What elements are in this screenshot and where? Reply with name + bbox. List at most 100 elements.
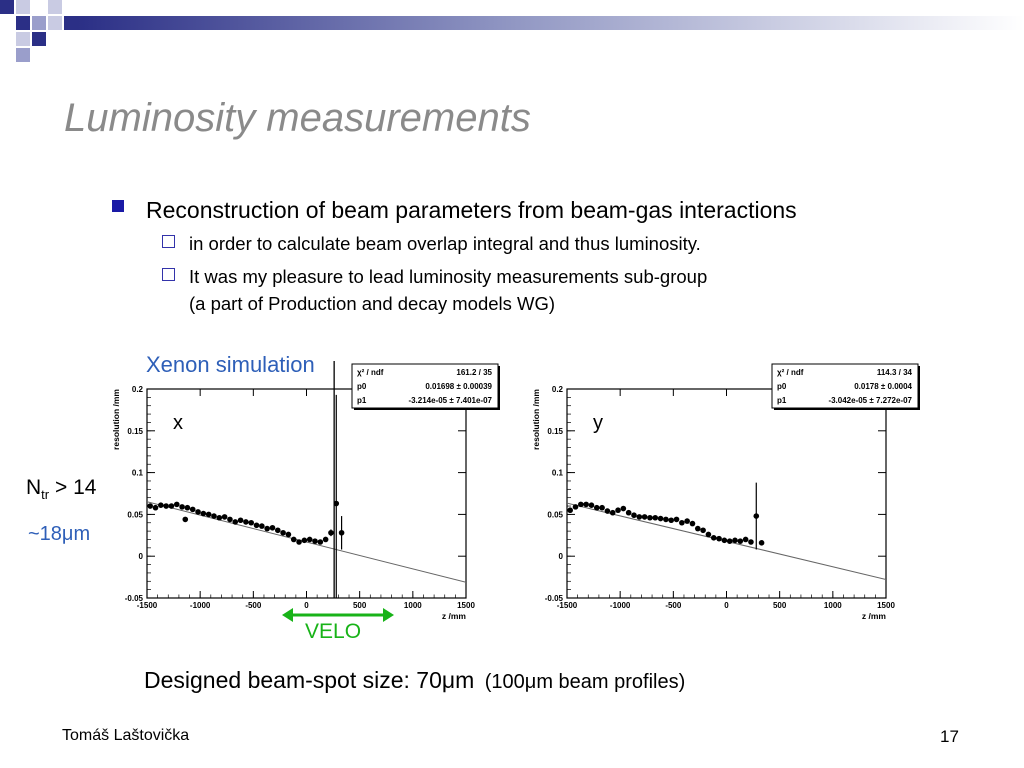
data-point [290,536,297,543]
beam-spot-note: Designed beam-spot size: 70μm (100μm bea… [144,667,685,694]
data-point [195,509,201,515]
velo-arrow [282,608,394,622]
data-point [312,538,318,544]
data-point [237,517,244,524]
data-point [274,527,281,534]
sub-bullet-marker [162,268,175,281]
data-point [620,505,627,512]
x-tick-label: -500 [245,601,262,610]
data-point [182,516,189,523]
x-tick-label: 1500 [877,601,895,610]
plot-x: -1500 -1000 -500 0 500 1000 1500 -0.05 0 0.05 0.1 0… [111,361,500,621]
panel-label: x [173,412,183,434]
data-point [333,500,340,507]
resolution-note: ~18μm [28,523,91,545]
data-point [625,509,632,516]
data-point [253,522,260,529]
stats-box [771,363,919,409]
stats-value: 161.2 / 35 [456,368,492,377]
data-point [583,501,589,508]
data-point [609,509,616,516]
stats-label: p0 [357,382,367,391]
data-point [168,503,175,509]
data-point [657,515,664,522]
data-point [221,514,228,520]
data-point [593,504,600,511]
sub-bullet-2: It was my pleasure to lead luminosity me… [189,266,708,287]
data-point [732,537,738,544]
y-tick-label: 0.1 [552,469,564,478]
y-tick-label: 0.2 [552,385,564,394]
slide-title: Luminosity measurements [64,96,531,140]
y-axis-label: resolution /mm [531,389,541,450]
data-point [604,508,611,514]
y-tick-label: 0.15 [127,427,143,436]
stats-value: 0.0178 ± 0.0004 [854,382,912,391]
data-point [673,516,680,523]
data-point [578,501,584,508]
y-tick-label: 0.1 [132,469,144,478]
data-point [269,524,276,531]
y-tick-label: 0 [559,552,564,561]
data-point [742,536,749,543]
data-point [663,516,669,523]
y-tick-label: -0.05 [125,594,144,603]
bullet-marker [112,200,124,212]
data-point [200,510,207,517]
velo-label: VELO [305,620,362,643]
data-point [232,519,239,525]
data-point [227,516,233,523]
data-point [306,536,313,543]
data-point [328,529,334,536]
data-point [631,512,637,519]
x-tick-label: 0 [304,601,309,610]
sub-bullet-marker [162,235,175,248]
main-bullet: Reconstruction of beam parameters from b… [146,197,797,223]
data-point [248,519,255,526]
data-point [726,538,733,544]
x-tick-label: 500 [773,601,787,610]
data-point [211,513,217,519]
data-point [338,529,345,536]
data-point [243,519,249,525]
data-point [147,503,153,509]
data-point [758,540,765,546]
ntr-condition: Ntr > 14 [26,476,96,502]
data-point [317,539,324,545]
ntr-subscript: tr [41,487,50,503]
data-point [264,525,270,532]
data-point [301,537,308,544]
data-point [216,514,223,521]
y-tick-label: 0.2 [132,385,144,394]
data-point [567,507,573,514]
stats-value: -3.042e-05 ± 7.272e-07 [828,396,912,405]
data-point [641,514,648,520]
y-tick-label: -0.05 [545,594,564,603]
simulation-label: Xenon simulation [146,352,315,377]
data-point [721,537,728,544]
data-point [296,539,302,545]
stats-label: p1 [357,396,367,405]
stats-label: p1 [777,396,787,405]
plot-y: -1500 -1000 -500 0 500 1000 1500 -0.05 0 0.05 0.1 0… [531,363,920,621]
beam-spot-aside: (100μm beam profiles) [484,671,686,693]
plot-frame [146,388,467,599]
data-point [647,514,653,521]
data-point [599,504,605,511]
sub-bullet-2-cont: (a part of Production and decay models W… [189,293,556,314]
x-tick-label: -1000 [610,601,631,610]
data-point [652,514,659,521]
data-point [158,502,164,509]
data-point [705,531,712,538]
y-tick-label: 0.15 [547,427,563,436]
panel-label: y [593,412,603,434]
data-point [285,531,292,538]
data-point [753,513,760,519]
y-tick-label: 0.05 [127,510,143,519]
data-point [189,506,196,513]
header-banner [0,0,1024,62]
data-point [280,529,286,536]
stats-label: χ² / ndf [777,368,804,377]
data-point [572,504,579,510]
data-point [179,504,185,510]
